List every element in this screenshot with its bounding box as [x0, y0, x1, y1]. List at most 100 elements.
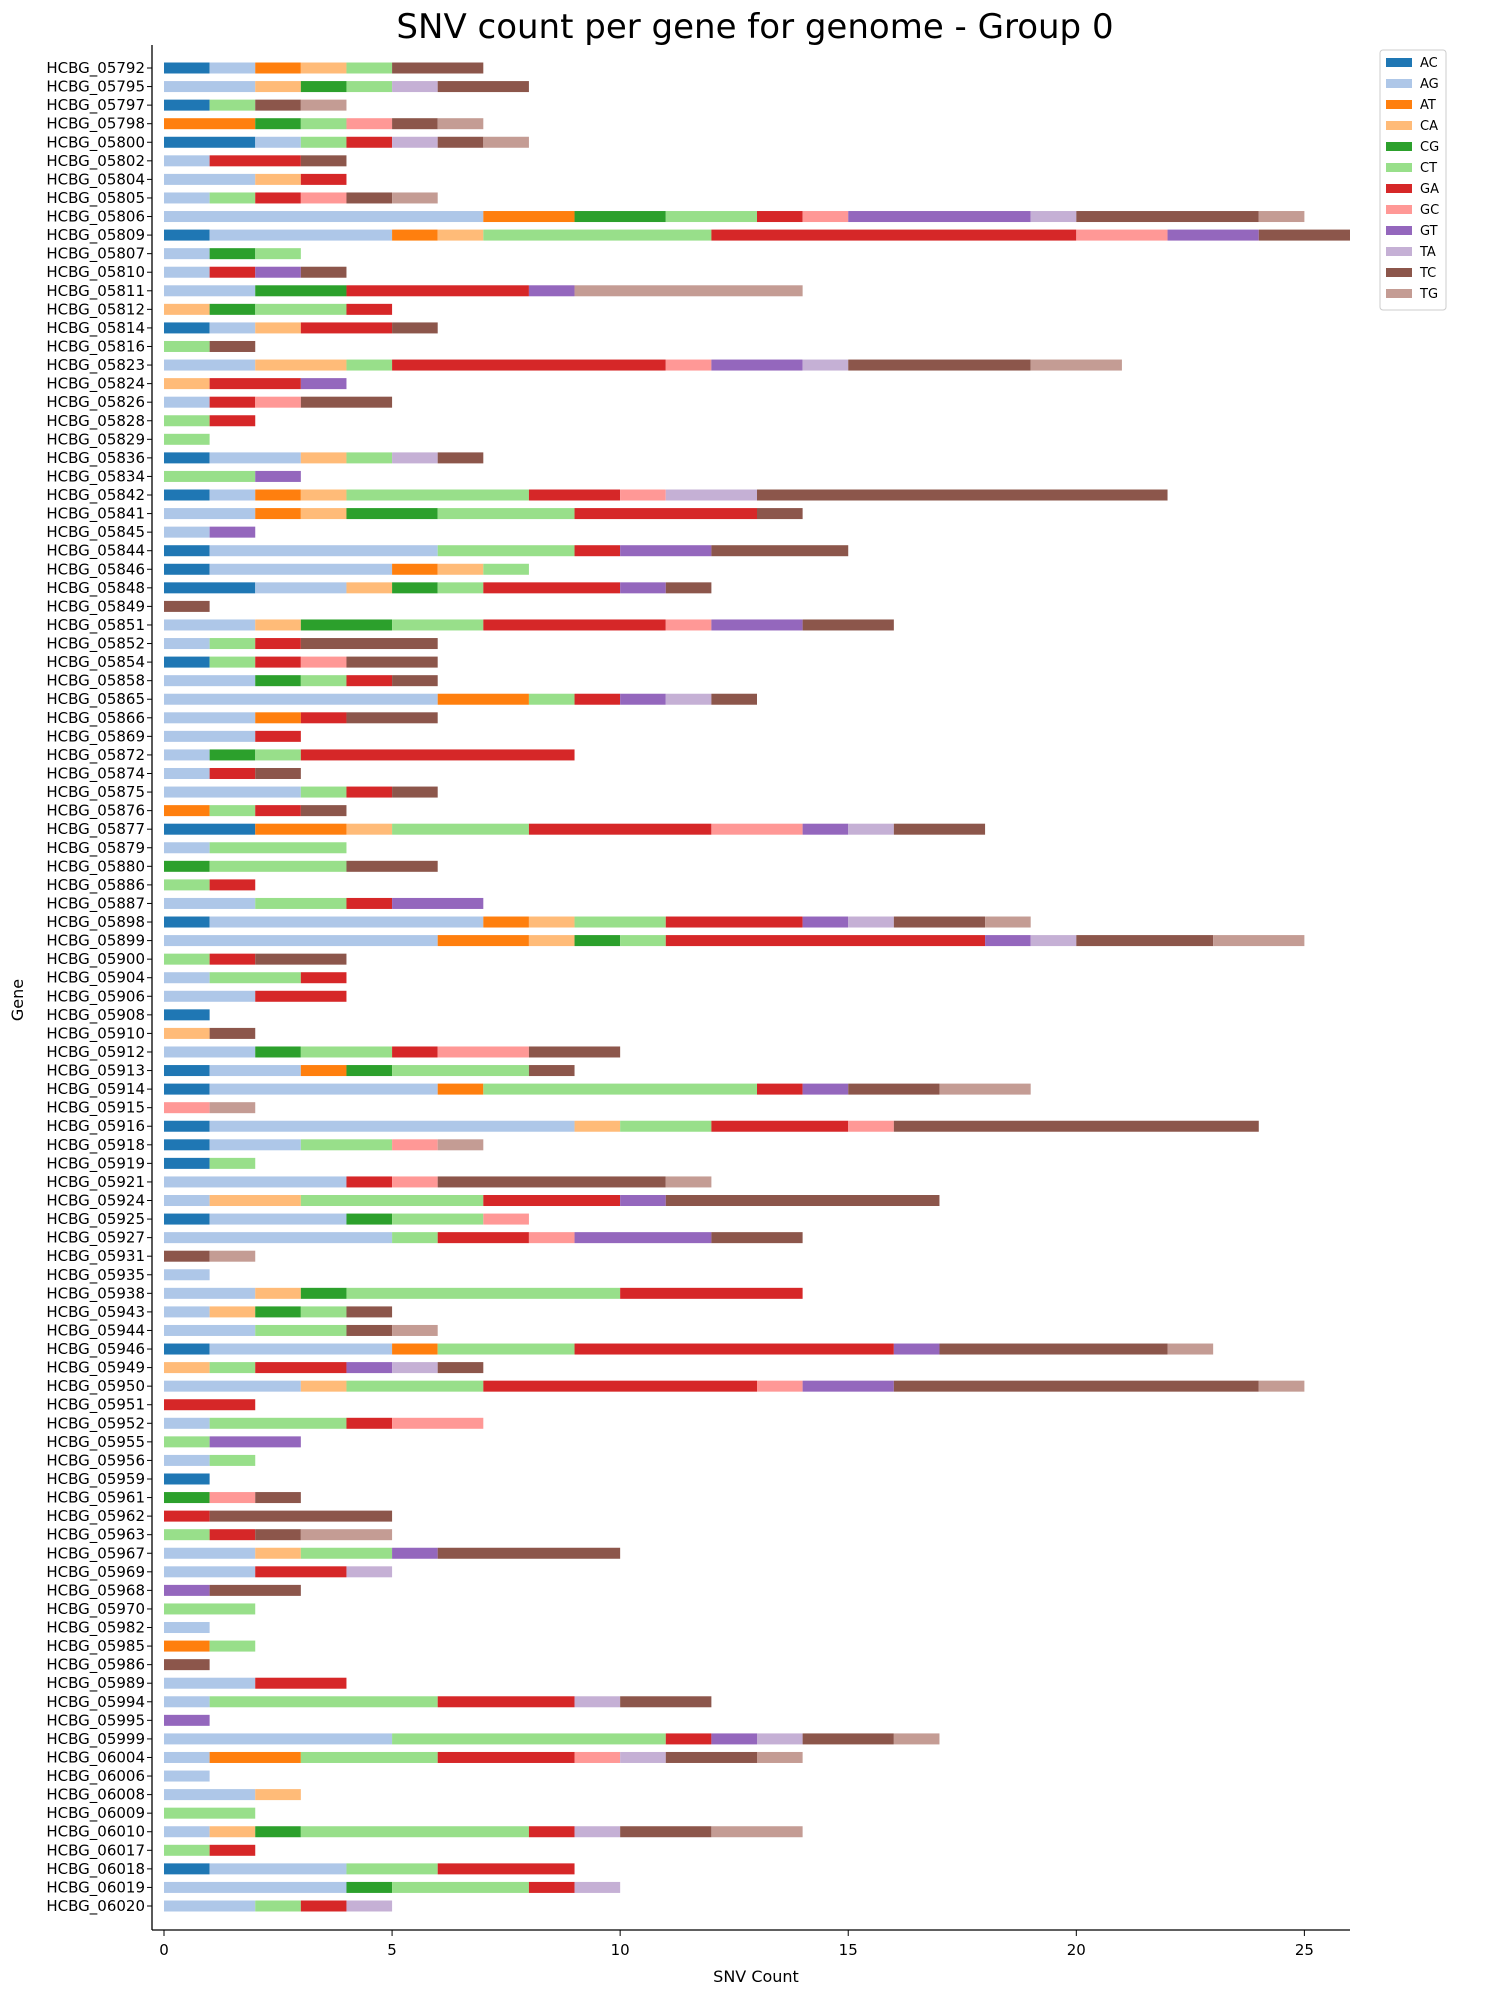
bar-hcbg-05846-ct: [483, 563, 529, 575]
bar-hcbg-05916-ct: [620, 1120, 712, 1132]
bar-hcbg-05848-cg: [392, 582, 438, 594]
bar-hcbg-05795-ct: [346, 81, 393, 93]
bar-hcbg-05797-ct: [209, 99, 256, 111]
bar-hcbg-05925-ac: [164, 1213, 210, 1225]
legend-swatch-ga: [1386, 184, 1412, 193]
bar-hcbg-05872-ct: [255, 749, 301, 761]
bar-hcbg-05865-tc: [711, 693, 757, 705]
bar-hcbg-05851-ct: [392, 619, 484, 631]
bar-hcbg-05851-gt: [711, 619, 803, 631]
bar-hcbg-05842-ct: [346, 489, 529, 501]
x-tick-labels: 0 5 10 15 20 25: [159, 1930, 1314, 1959]
bar-hcbg-05999-ta: [757, 1733, 803, 1745]
y-tick-label-hcbg-05826: HCBG_05826: [46, 393, 145, 412]
bar-hcbg-05805-ct: [209, 192, 256, 204]
bar-hcbg-05921-ga: [346, 1176, 393, 1188]
bar-hcbg-06009-ct: [164, 1807, 256, 1819]
bar-hcbg-05904-ga: [300, 972, 347, 984]
bar-hcbg-05949-gt: [346, 1362, 393, 1374]
bar-hcbg-05865-ag: [164, 693, 438, 705]
y-tick-label-hcbg-05919: HCBG_05919: [46, 1154, 145, 1173]
bar-hcbg-06019-ag: [164, 1881, 347, 1893]
bar-hcbg-05869-ag: [164, 730, 256, 742]
bar-hcbg-05810-gt: [255, 266, 301, 278]
y-tick-label-hcbg-05899: HCBG_05899: [46, 932, 145, 951]
bar-hcbg-06004-ga: [437, 1751, 575, 1763]
bar-hcbg-05804-ca: [255, 173, 301, 185]
bar-hcbg-05924-ga: [483, 1195, 621, 1207]
bar-hcbg-05946-ct: [437, 1343, 575, 1355]
bar-hcbg-05805-ag: [164, 192, 210, 204]
legend-label-ag: AG: [1420, 77, 1439, 92]
bar-hcbg-05944-tc: [346, 1324, 393, 1336]
bar-hcbg-05908-ac: [164, 1009, 210, 1021]
y-tick-label-hcbg-05880: HCBG_05880: [46, 857, 145, 876]
bar-hcbg-06004-ta: [620, 1751, 666, 1763]
legend-frame: [1379, 49, 1447, 311]
bar-hcbg-05950-gc: [757, 1380, 803, 1392]
y-tick-label-hcbg-05921: HCBG_05921: [46, 1173, 145, 1192]
bar-hcbg-05900-tc: [255, 953, 347, 965]
x-axis-label: SNV Count: [713, 1967, 799, 1986]
bar-hcbg-05842-ac: [164, 489, 210, 501]
bar-hcbg-05876-ct: [209, 805, 256, 817]
bar-hcbg-05994-tc: [620, 1696, 712, 1708]
bar-hcbg-05854-gc: [300, 656, 347, 668]
bar-hcbg-05999-tg: [893, 1733, 940, 1745]
y-tick-label-hcbg-05804: HCBG_05804: [46, 170, 145, 189]
bar-hcbg-06008-ag: [164, 1789, 256, 1801]
bar-hcbg-05899-tg: [1213, 935, 1305, 947]
bar-hcbg-05834-gt: [255, 470, 301, 482]
bar-hcbg-05994-ct: [209, 1696, 438, 1708]
bar-hcbg-05844-ga: [574, 545, 621, 557]
bar-hcbg-05898-ag: [209, 916, 484, 928]
bar-hcbg-05918-ac: [164, 1139, 210, 1151]
y-tick-label-hcbg-05879: HCBG_05879: [46, 839, 145, 858]
bar-hcbg-05806-ta: [1030, 211, 1077, 223]
bar-hcbg-05946-tg: [1167, 1343, 1214, 1355]
bar-hcbg-05999-ga: [665, 1733, 712, 1745]
bar-hcbg-05836-ca: [300, 452, 347, 464]
bar-hcbg-05875-ag: [164, 786, 301, 798]
bar-hcbg-05841-ct: [437, 508, 575, 520]
bar-hcbg-05921-gc: [392, 1176, 438, 1188]
bar-hcbg-05797-tg: [300, 99, 347, 111]
y-tick-label-hcbg-05886: HCBG_05886: [46, 876, 145, 895]
bar-hcbg-05921-tg: [665, 1176, 712, 1188]
bar-hcbg-06004-at: [209, 1751, 301, 1763]
bar-hcbg-05950-ga: [483, 1380, 757, 1392]
bar-hcbg-05854-ac: [164, 656, 210, 668]
bar-hcbg-05826-ag: [164, 396, 210, 408]
y-tick-label-hcbg-05842: HCBG_05842: [46, 486, 145, 505]
bar-hcbg-05938-ag: [164, 1287, 256, 1299]
bar-hcbg-05809-tc: [1258, 229, 1350, 241]
bar-hcbg-05842-ta: [665, 489, 757, 501]
bar-hcbg-05851-cg: [300, 619, 393, 631]
bar-hcbg-05912-ga: [392, 1046, 438, 1058]
bar-hcbg-05823-ga: [392, 359, 666, 371]
bar-hcbg-05805-tc: [346, 192, 393, 204]
bar-hcbg-05842-ag: [209, 489, 256, 501]
y-tick-label-hcbg-05810: HCBG_05810: [46, 263, 145, 282]
bar-hcbg-05904-ct: [209, 972, 301, 984]
bar-hcbg-05943-ca: [209, 1306, 256, 1318]
y-tick-label-hcbg-05904: HCBG_05904: [46, 969, 145, 988]
bar-hcbg-05985-at: [164, 1640, 210, 1652]
bar-hcbg-05950-ag: [164, 1380, 301, 1392]
bar-hcbg-05823-tg: [1030, 359, 1122, 371]
bar-hcbg-05961-tc: [255, 1492, 301, 1504]
bar-hcbg-05836-ac: [164, 452, 210, 464]
bar-hcbg-05805-ga: [255, 192, 301, 204]
legend-label-at: AT: [1420, 98, 1436, 113]
x-tick-label-25: 25: [1295, 1941, 1314, 1959]
bar-hcbg-05851-ag: [164, 619, 256, 631]
bar-hcbg-05994-ga: [437, 1696, 575, 1708]
bar-group: [164, 62, 1350, 1912]
y-tick-label-hcbg-05797: HCBG_05797: [46, 96, 145, 115]
bar-hcbg-05921-tc: [437, 1176, 666, 1188]
bar-hcbg-05802-ag: [164, 155, 210, 167]
bar-hcbg-05858-tc: [392, 675, 438, 687]
bar-hcbg-05816-tc: [209, 340, 256, 352]
y-tick-label-hcbg-05851: HCBG_05851: [46, 616, 145, 635]
